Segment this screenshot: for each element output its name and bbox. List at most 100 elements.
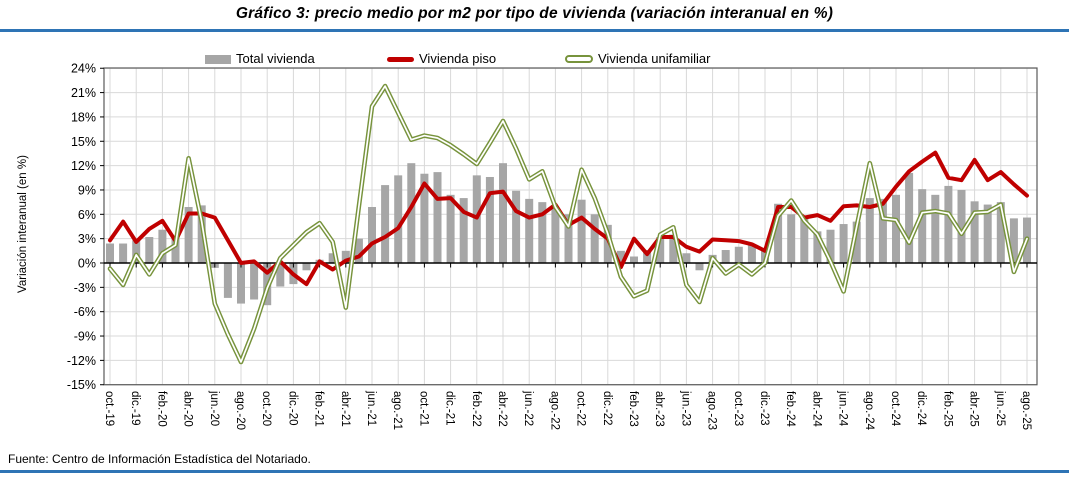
bar-total-vivienda: [158, 229, 167, 263]
x-tick-label: abr.-23: [653, 391, 665, 427]
bar-total-vivienda: [446, 194, 455, 263]
x-tick-label: jun.-25: [994, 390, 1006, 426]
bar-total-vivienda: [616, 250, 625, 263]
title-divider-rule: [0, 29, 1069, 32]
bar-total-vivienda: [983, 204, 992, 263]
bar-total-vivienda: [407, 163, 416, 263]
y-tick-label: 6%: [78, 208, 96, 222]
bar-total-vivienda: [800, 215, 809, 263]
legend-label: Vivienda piso: [419, 51, 497, 66]
y-tick-label: 3%: [78, 232, 96, 246]
x-tick-label: feb.-24: [784, 391, 796, 427]
bar-total-vivienda: [931, 194, 940, 263]
bar-total-vivienda: [354, 238, 363, 263]
y-tick-label: 18%: [71, 110, 96, 124]
bar-total-vivienda: [341, 250, 350, 263]
bar-total-vivienda: [171, 236, 180, 263]
bar-total-vivienda: [695, 263, 704, 271]
x-tick-label: oct.-23: [732, 391, 744, 426]
bar-total-vivienda: [970, 201, 979, 263]
x-tick-label: ago.-25: [1020, 391, 1032, 430]
x-tick-label: jun.-23: [679, 390, 691, 426]
bar-total-vivienda: [512, 190, 521, 263]
legend-line-swatch-icon: [387, 57, 414, 62]
x-tick-label: dic.-20: [286, 391, 298, 426]
x-tick-label: abr.-22: [496, 391, 508, 427]
bar-total-vivienda: [538, 202, 547, 263]
bar-total-vivienda: [590, 214, 599, 263]
bar-total-vivienda: [682, 253, 691, 263]
x-tick-label: abr.-24: [810, 391, 822, 427]
chart-legend: Total vivienda Vivienda piso Vivienda un…: [0, 50, 1069, 70]
x-tick-label: feb.-22: [470, 391, 482, 427]
bar-total-vivienda: [669, 234, 678, 263]
bar-total-vivienda: [328, 253, 337, 263]
bar-total-vivienda: [394, 175, 403, 263]
bar-total-vivienda: [368, 207, 376, 263]
bar-total-vivienda: [433, 172, 442, 263]
x-tick-label: oct.-19: [103, 391, 115, 426]
bar-total-vivienda: [826, 229, 835, 263]
x-tick-label: ago.-22: [548, 391, 560, 430]
bar-total-vivienda: [603, 224, 612, 263]
x-tick-label: dic.-21: [444, 391, 456, 426]
x-tick-label: ago.-24: [863, 391, 875, 431]
y-tick-label: -6%: [74, 305, 96, 319]
bar-total-vivienda: [839, 224, 848, 263]
x-tick-label: oct.-21: [417, 391, 429, 426]
bar-total-vivienda: [878, 198, 887, 263]
bar-total-vivienda: [499, 163, 507, 263]
y-tick-label: 9%: [78, 183, 96, 197]
x-tick-label: jun.-22: [522, 390, 534, 426]
bar-total-vivienda: [918, 189, 927, 263]
line-vivienda-unifamiliar-inner: [109, 85, 1028, 363]
bar-total-vivienda: [564, 214, 573, 263]
x-tick-label: dic.-24: [915, 391, 927, 426]
bar-total-vivienda: [957, 189, 966, 263]
x-tick-label: ago.-20: [234, 391, 246, 430]
legend-label: Vivienda unifamiliar: [598, 51, 711, 66]
bar-total-vivienda: [223, 263, 232, 298]
bar-total-vivienda: [485, 176, 494, 263]
y-tick-label: 0%: [78, 257, 96, 271]
x-tick-label: feb.-21: [313, 391, 325, 427]
bar-total-vivienda: [656, 237, 665, 263]
bar-total-vivienda: [630, 256, 638, 263]
bar-total-vivienda: [944, 185, 953, 263]
x-tick-label: feb.-25: [941, 391, 953, 427]
bar-total-vivienda: [747, 245, 756, 263]
bar-total-vivienda: [302, 263, 311, 271]
bar-total-vivienda: [276, 263, 285, 287]
x-tick-label: feb.-20: [155, 391, 167, 427]
legend-label: Total vivienda: [236, 51, 315, 66]
bar-total-vivienda: [813, 231, 822, 263]
y-tick-label: 15%: [71, 135, 96, 149]
x-tick-label: dic.-23: [758, 391, 770, 426]
bar-total-vivienda: [459, 198, 468, 263]
bar-total-vivienda: [774, 203, 783, 263]
bar-total-vivienda: [721, 250, 730, 263]
bar-total-vivienda: [381, 185, 390, 263]
bar-total-vivienda: [551, 207, 560, 263]
bar-total-vivienda: [237, 263, 245, 304]
bar-total-vivienda: [865, 198, 874, 263]
bar-total-vivienda: [184, 207, 193, 263]
y-tick-label: -9%: [74, 330, 96, 344]
x-tick-label: abr.-25: [968, 391, 980, 427]
legend-bar-swatch-icon: [205, 55, 231, 64]
chart-title: Gráfico 3: precio medio por m2 por tipo …: [235, 5, 834, 22]
footer-divider-rule: [0, 470, 1069, 473]
bar-total-vivienda: [119, 243, 128, 263]
bar-total-vivienda: [996, 202, 1005, 263]
x-tick-label: feb.-23: [627, 391, 639, 427]
x-tick-label: jun.-24: [837, 390, 849, 427]
bar-total-vivienda: [145, 237, 154, 263]
y-tick-label: -12%: [67, 354, 96, 368]
x-tick-label: ago.-23: [706, 391, 718, 430]
y-tick-label: 21%: [71, 86, 96, 100]
bar-total-vivienda: [787, 214, 796, 263]
bar-total-vivienda: [852, 221, 861, 263]
bar-total-vivienda: [734, 246, 743, 263]
